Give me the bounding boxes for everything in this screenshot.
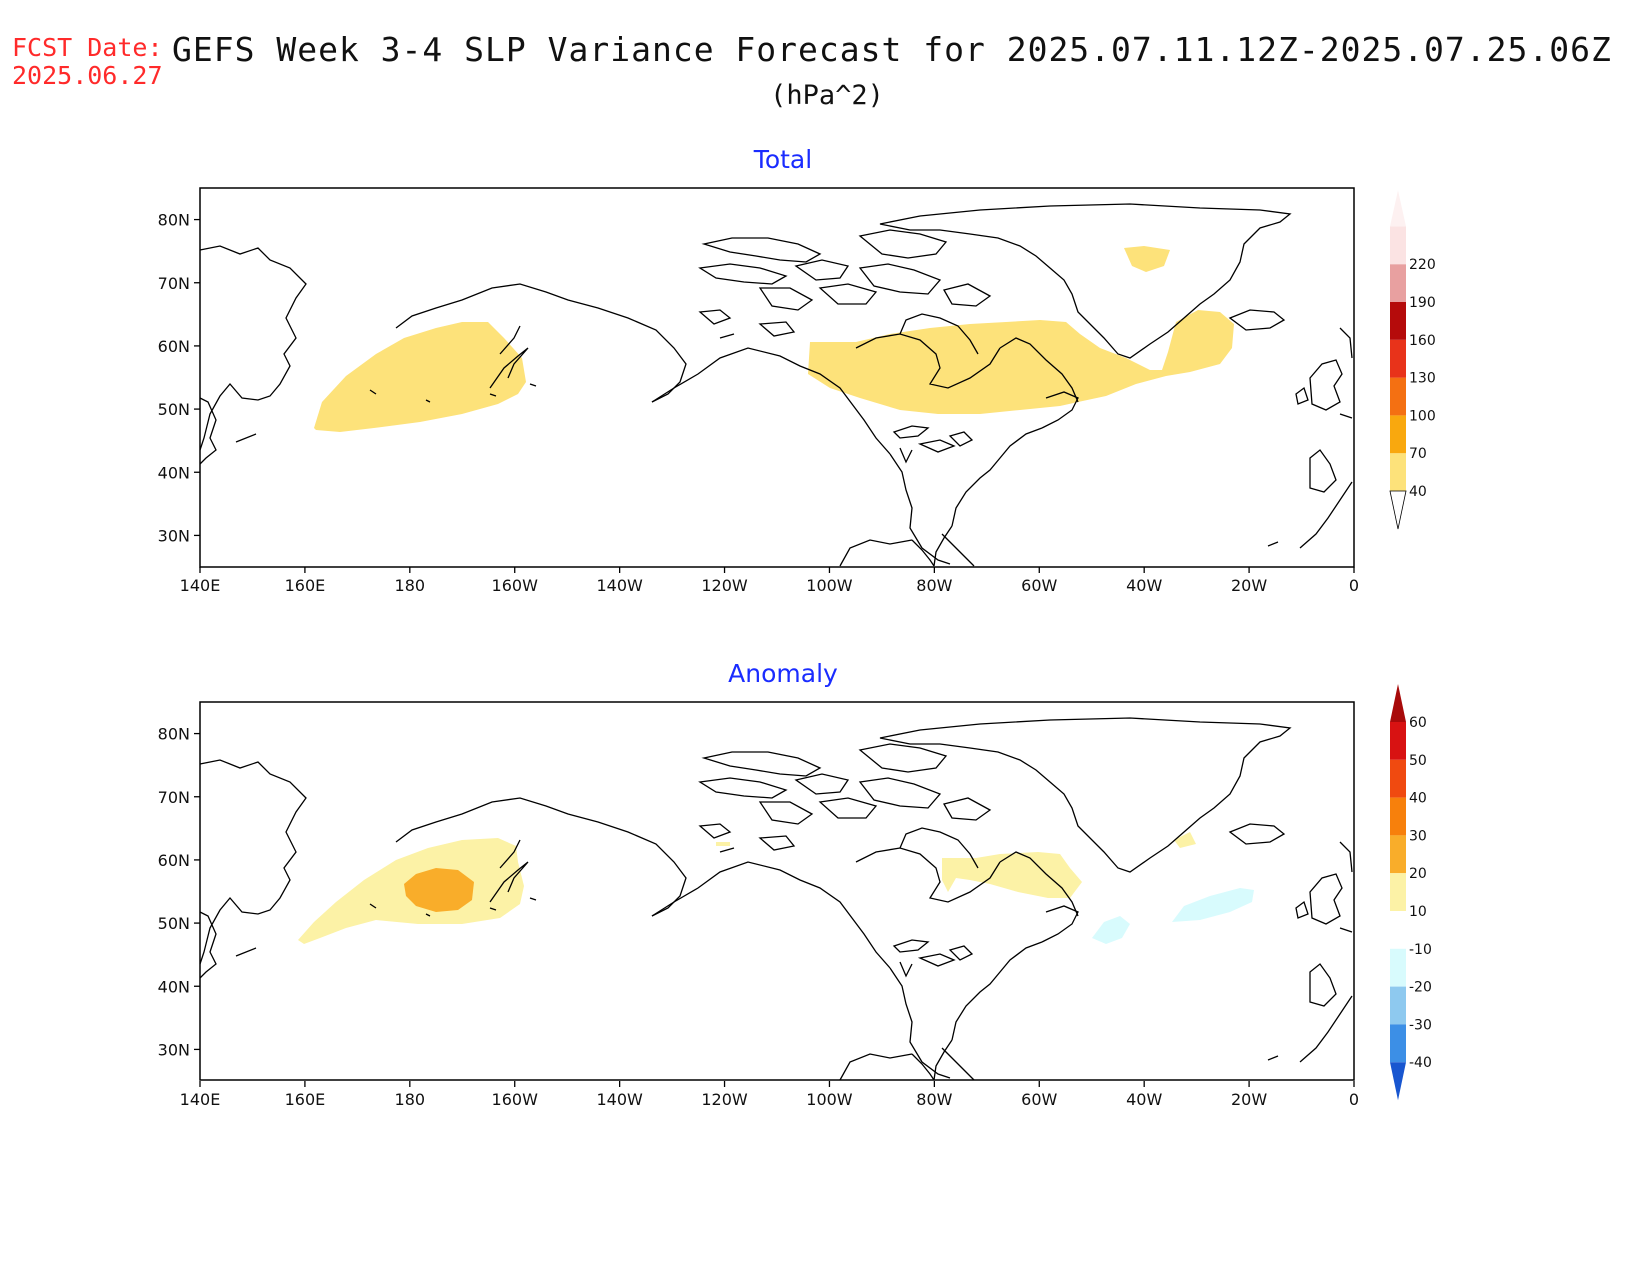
colorbar-swatch — [1390, 226, 1406, 265]
colorbar-label: 40 — [1409, 791, 1427, 807]
colorbar-swatch — [1390, 415, 1406, 454]
colorbar-top-triangle — [1390, 684, 1406, 722]
region-anomaly-hudson-10 — [942, 852, 1082, 898]
lon-tick-label: 120W — [701, 1090, 748, 1109]
colorbar-swatch — [1390, 339, 1406, 378]
colorbar-top-triangle — [1390, 190, 1406, 227]
colorbar-swatch — [1390, 264, 1406, 302]
lat-tick-label: 70N — [158, 274, 190, 293]
lon-tick-label: 160W — [492, 1090, 539, 1109]
colorbar-label: 50 — [1409, 753, 1427, 769]
figure-title: GEFS Week 3-4 SLP Variance Forecast for … — [172, 30, 1612, 69]
colorbar-anomaly: 60 50 40 30 20 10 -10 -20 -30 -40 — [1390, 684, 1432, 1101]
colorbar-total: 40 70 100 130 160 190 220 — [1389, 190, 1436, 530]
lon-tick-label: 140E — [180, 576, 221, 595]
lat-tick-label: 40N — [158, 463, 190, 482]
colorbar-swatch — [1390, 1024, 1406, 1063]
colorbar-swatch — [1390, 873, 1406, 911]
axes-layer: 140E 160E 180 160W 140W 120W 100W 80W 60W 40W 20W 0… — [158, 211, 1359, 1109]
lon-tick-label: 20W — [1231, 1090, 1267, 1109]
lon-tick-label: 140E — [180, 1090, 221, 1109]
region-total-north-pacific — [314, 322, 526, 432]
lon-tick-label: 140W — [596, 1090, 643, 1109]
forecast-date-label: FCST Date: — [12, 33, 163, 62]
lon-tick-label: 40W — [1126, 576, 1162, 595]
colorbar-swatch — [1390, 453, 1406, 491]
region-anomaly-atlantic-neg-2 — [1172, 888, 1254, 922]
map-total — [199, 187, 1355, 568]
colorbar-label: 100 — [1409, 408, 1436, 424]
lat-tick-label: 40N — [158, 977, 190, 996]
colorbar-label: -20 — [1409, 980, 1432, 996]
region-anomaly-canada-strip-10 — [716, 842, 730, 846]
colorbar-swatch — [1390, 302, 1406, 340]
colorbar-swatch — [1390, 797, 1406, 836]
lon-tick-label: 60W — [1021, 576, 1057, 595]
lon-tick-label: 0 — [1349, 576, 1359, 595]
region-total-greenland — [1124, 246, 1170, 272]
colorbar-label: 60 — [1409, 715, 1427, 731]
colorbar-label: -40 — [1409, 1055, 1432, 1071]
lat-tick-label: 60N — [158, 851, 190, 870]
lat-tick-label: 50N — [158, 914, 190, 933]
region-anomaly-greenland-10 — [1174, 832, 1196, 848]
colorbar-swatch — [1390, 948, 1406, 987]
lon-tick-label: 180 — [395, 576, 426, 595]
lon-tick-label: 60W — [1021, 1090, 1057, 1109]
lon-tick-label: 80W — [916, 1090, 952, 1109]
map-anomaly — [199, 701, 1355, 1081]
colorbar-label: 160 — [1409, 333, 1436, 349]
colorbar-swatch — [1390, 911, 1406, 949]
lat-tick-label: 80N — [158, 211, 190, 230]
colorbar-label: 70 — [1409, 446, 1427, 462]
colorbar-label: 40 — [1409, 484, 1427, 500]
lon-tick-label: 100W — [806, 1090, 853, 1109]
lon-tick-label: 0 — [1349, 1090, 1359, 1109]
colorbar-bottom-triangle — [1390, 1062, 1406, 1101]
lat-tick-label: 30N — [158, 1040, 190, 1059]
region-anomaly-atlantic-neg-1 — [1092, 916, 1130, 944]
colorbar-swatch — [1390, 986, 1406, 1025]
lat-tick-label: 30N — [158, 526, 190, 545]
colorbar-label: 30 — [1409, 828, 1427, 844]
colorbar-swatch — [1390, 759, 1406, 798]
colorbar-label: 190 — [1409, 295, 1436, 311]
lon-tick-label: 160E — [285, 1090, 326, 1109]
colorbar-label: 130 — [1409, 371, 1436, 387]
colorbar-label: -30 — [1409, 1017, 1432, 1033]
colorbar-label: 220 — [1409, 257, 1436, 273]
lon-tick-label: 40W — [1126, 1090, 1162, 1109]
colorbar-swatch — [1390, 377, 1406, 416]
lon-tick-label: 100W — [806, 576, 853, 595]
colorbar-label: 10 — [1409, 904, 1427, 920]
colorbar-label: -10 — [1409, 942, 1432, 958]
forecast-date: FCST Date: 2025.06.27 — [12, 34, 163, 90]
panel-title-anomaly: Anomaly — [728, 659, 838, 688]
lat-tick-label: 70N — [158, 788, 190, 807]
region-total-canada-atlantic — [808, 310, 1234, 414]
lon-tick-label: 160W — [492, 576, 539, 595]
lon-tick-label: 180 — [395, 1090, 426, 1109]
lon-tick-label: 140W — [596, 576, 643, 595]
figure-units: (hPa^2) — [770, 80, 884, 111]
lat-tick-label: 60N — [158, 337, 190, 356]
colorbar-bottom-triangle — [1389, 490, 1407, 530]
lon-tick-label: 20W — [1231, 576, 1267, 595]
colorbar-label: 20 — [1409, 866, 1427, 882]
region-anomaly-north-pacific-20 — [404, 868, 474, 912]
lat-tick-label: 50N — [158, 400, 190, 419]
lon-tick-label: 80W — [916, 576, 952, 595]
colorbar-swatch — [1390, 722, 1406, 760]
panel-title-total: Total — [753, 145, 812, 174]
colorbar-swatch — [1390, 835, 1406, 874]
lon-tick-label: 160E — [285, 576, 326, 595]
lon-tick-label: 120W — [701, 576, 748, 595]
lat-tick-label: 80N — [158, 725, 190, 744]
forecast-date-value: 2025.06.27 — [12, 61, 163, 90]
